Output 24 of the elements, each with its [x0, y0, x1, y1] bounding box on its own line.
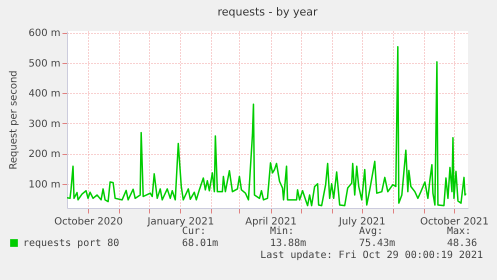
- chart-title: requests - by year: [217, 6, 318, 19]
- text: 48.36: [447, 238, 478, 249]
- y-tick-label: 300 m: [28, 118, 60, 130]
- x-tick-label: October 2021: [420, 216, 489, 228]
- x-tick-label: October 2020: [54, 216, 123, 228]
- y-tick-label: 500 m: [28, 58, 60, 70]
- line-series: [67, 46, 467, 206]
- text: 75.43m: [359, 238, 396, 249]
- text: Min:: [270, 226, 294, 237]
- y-tick-label: 200 m: [28, 149, 60, 160]
- text: Last update: Fri Oct 29 00:00:19 2021: [260, 250, 483, 261]
- y-tick-label: 400 m: [28, 88, 60, 100]
- y-tick-label: 100 m: [28, 179, 60, 190]
- text: 68.01m: [182, 238, 218, 249]
- legend-label: requests port 80: [23, 238, 120, 249]
- text: Max:: [447, 226, 472, 237]
- y-tick-label: 600 m: [28, 28, 60, 40]
- text: Avg:: [359, 226, 384, 237]
- text: Cur:: [182, 226, 206, 237]
- x-tick-label: July 2021: [338, 216, 386, 228]
- y-axis-title: Request per second: [8, 70, 20, 170]
- x-tick-label: April 2021: [245, 216, 297, 228]
- x-tick-label: January 2021: [146, 216, 214, 228]
- text: 13.88m: [270, 238, 306, 249]
